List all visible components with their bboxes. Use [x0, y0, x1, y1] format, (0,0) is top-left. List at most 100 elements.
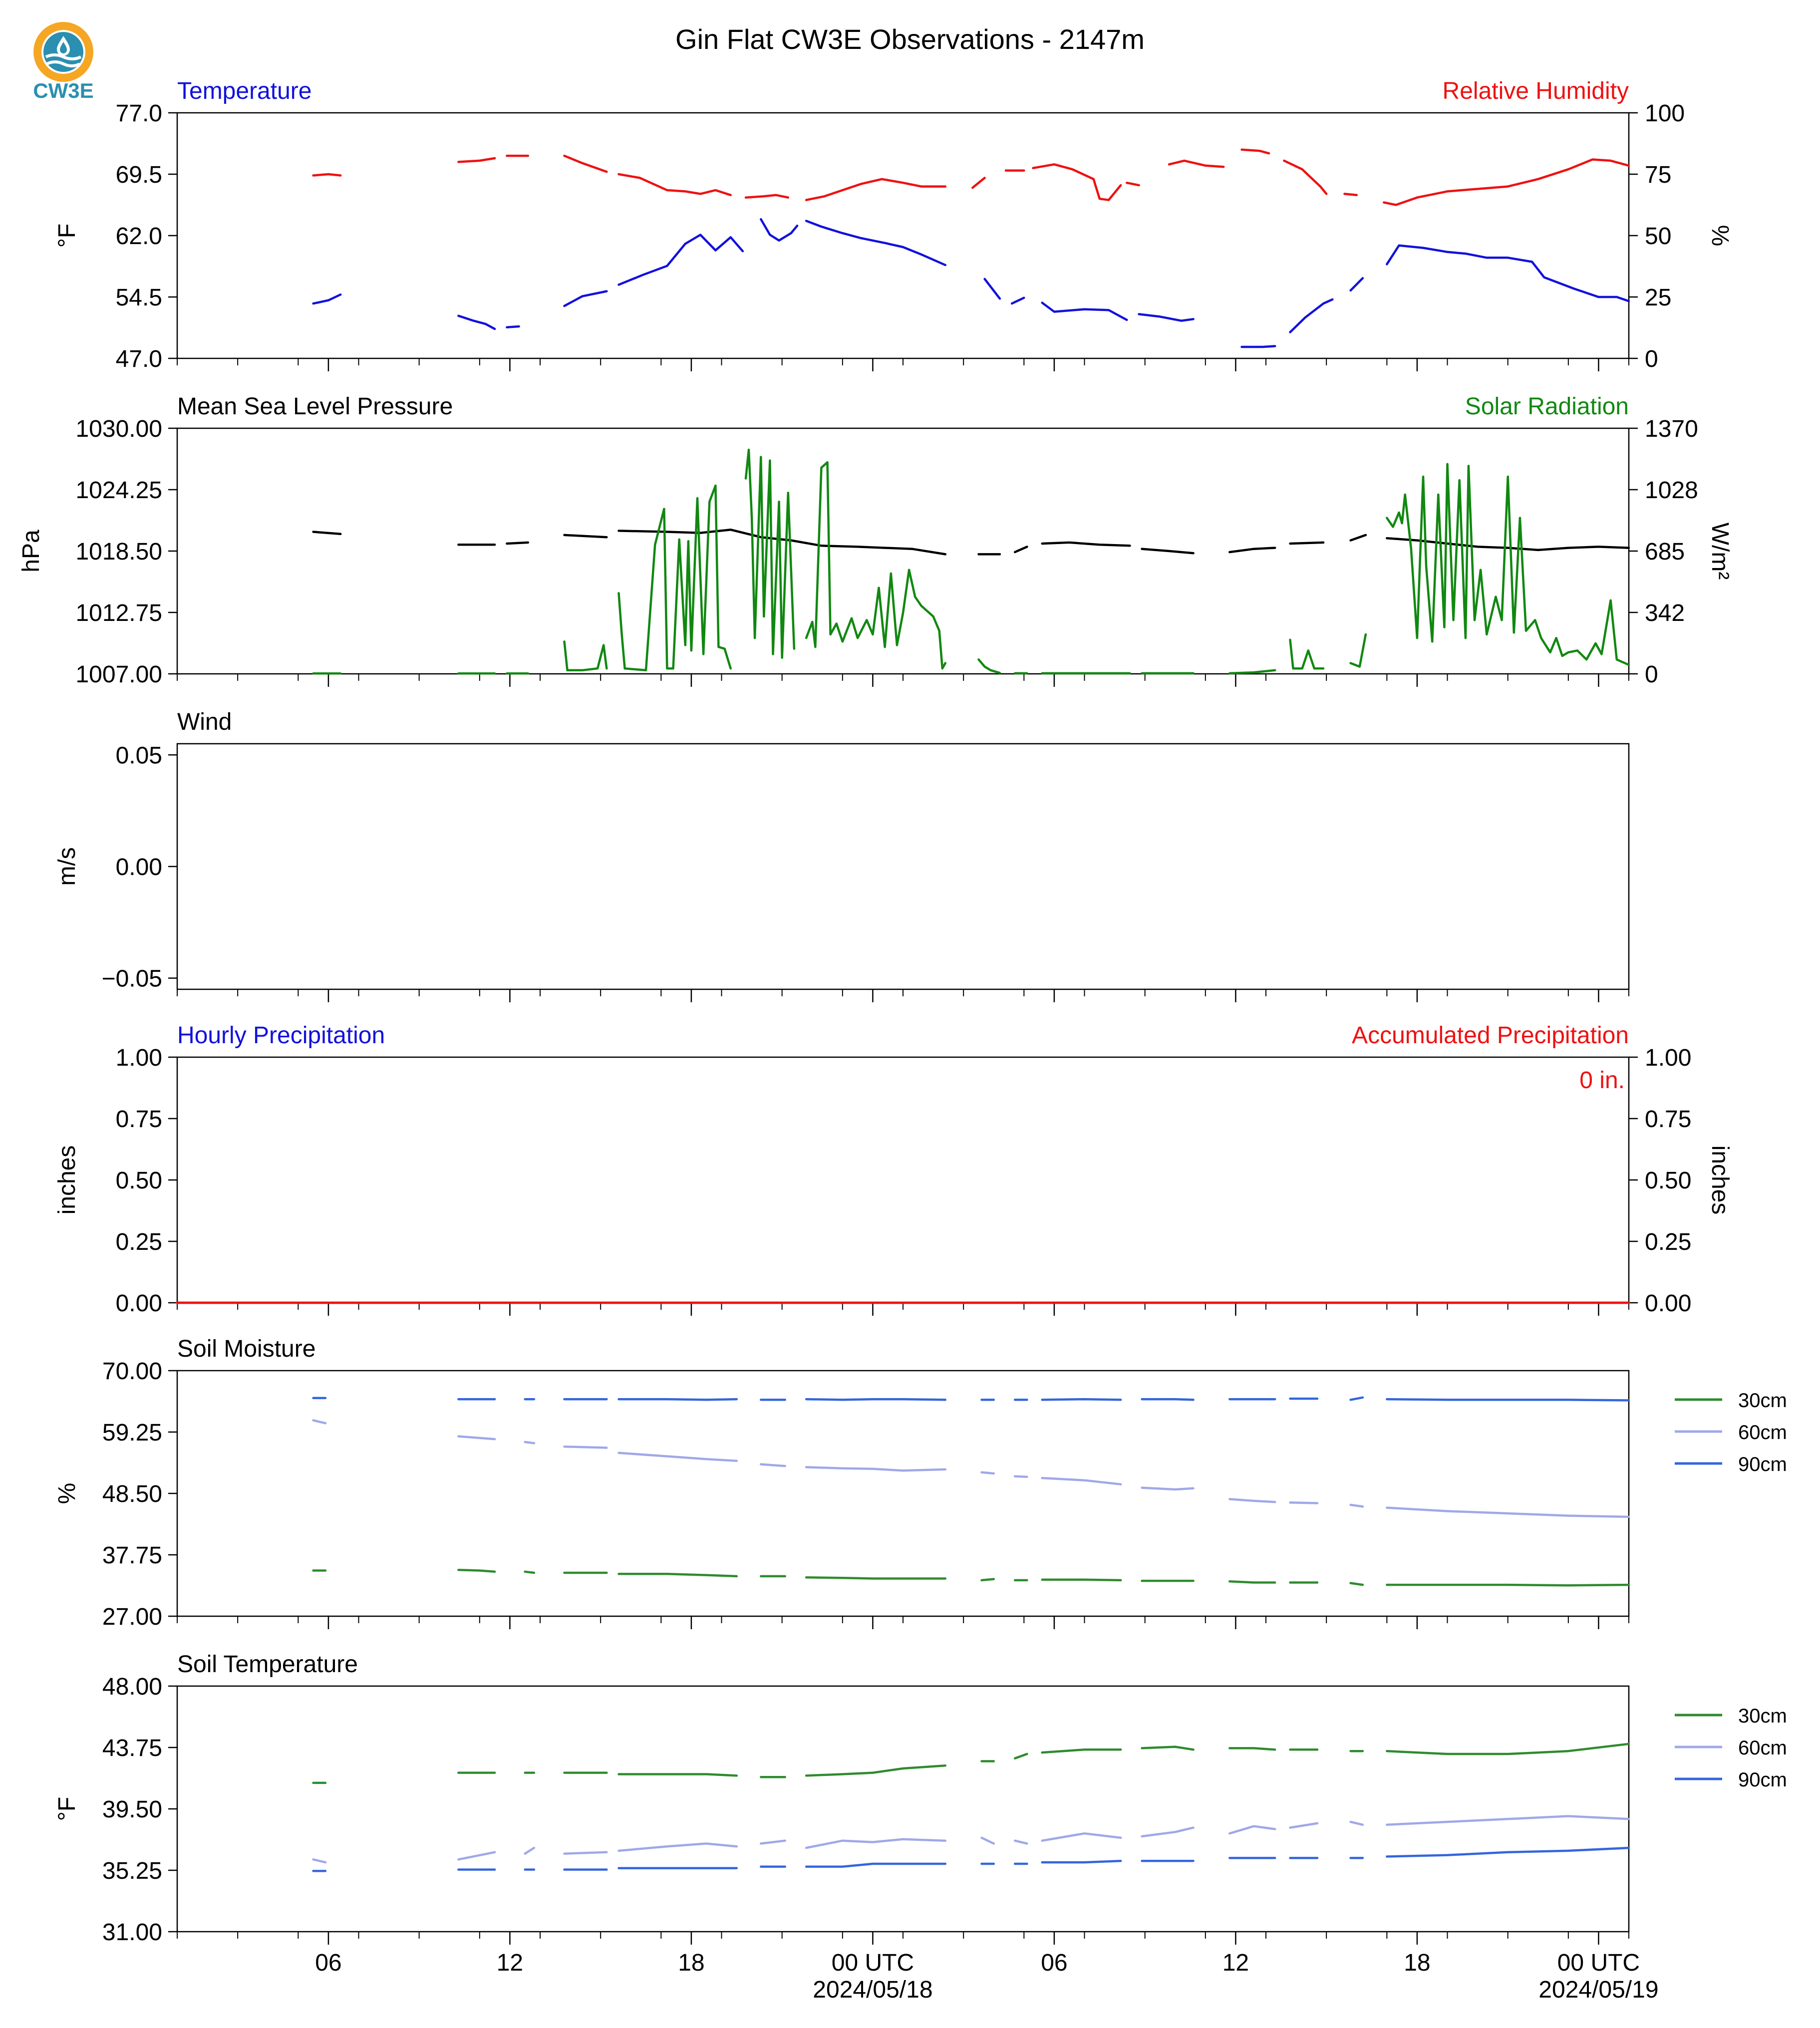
data-line-segment — [1349, 277, 1364, 292]
data-line-segment — [524, 1570, 536, 1574]
data-line-segment — [1349, 1582, 1364, 1586]
legend-label: 30cm — [1738, 1390, 1787, 1412]
plot-frame — [176, 743, 1630, 990]
plot-frame — [176, 1685, 1630, 1933]
x-tick-label: 18 — [678, 1950, 704, 1976]
data-line-segment — [760, 218, 799, 242]
data-line-segment — [744, 194, 790, 199]
panel-temperature: Temperature Relative Humidity 47.0 54.5 62.0… — [54, 78, 1733, 372]
y-tick-label-right: 1028 — [1645, 477, 1698, 504]
data-line-segment — [457, 1435, 496, 1441]
data-line-segment — [1289, 541, 1325, 545]
data-line-segment — [1041, 1859, 1122, 1864]
data-line-segment — [1041, 1748, 1122, 1754]
panel-title: Hourly Precipitation — [177, 1022, 385, 1049]
data-line-segment — [617, 1773, 738, 1777]
x-tick-label: 06 — [315, 1950, 341, 1976]
y-axis-label: °F — [54, 224, 80, 248]
series-60cm — [312, 1419, 1630, 1518]
data-line-segment — [1349, 1820, 1364, 1826]
data-line-segment — [1141, 548, 1195, 555]
data-line-segment — [805, 1862, 947, 1868]
series-90cm — [312, 1846, 1630, 1872]
legend-label: 30cm — [1738, 1705, 1787, 1727]
series-60cm — [312, 1815, 1630, 1864]
y-tick-label-right: 1.00 — [1645, 1045, 1691, 1071]
data-line-segment — [457, 1569, 496, 1573]
data-line-segment — [457, 314, 496, 330]
y-tick-label-right: 1370 — [1645, 416, 1698, 442]
panel-right-title: Accumulated Precipitation — [1352, 1022, 1629, 1049]
data-line-segment — [1141, 1826, 1195, 1838]
y-tick-label: 0.00 — [116, 854, 162, 880]
data-line-segment — [760, 1463, 786, 1467]
data-line-segment — [617, 1842, 738, 1852]
data-line-segment — [1228, 547, 1276, 554]
y-axis-label-right: W/m² — [1707, 523, 1733, 580]
panel-title: Soil Moisture — [177, 1336, 315, 1362]
data-line-segment — [1041, 301, 1128, 321]
y-tick-label: 48.00 — [102, 1674, 162, 1700]
data-line-segment — [805, 1398, 947, 1401]
panels: Temperature Relative Humidity 47.0 54.5 62.0… — [18, 78, 1787, 2003]
data-line-segment — [617, 1398, 738, 1401]
series-temperature — [312, 218, 1630, 348]
y-tick-label: 0.75 — [116, 1106, 162, 1133]
y-tick-label-right: 0.50 — [1645, 1167, 1691, 1194]
x-tick-label: 00 UTC — [1557, 1950, 1640, 1976]
y-tick-label: 35.25 — [102, 1858, 162, 1884]
series-30cm — [312, 1742, 1630, 1784]
data-line-segment — [563, 1851, 608, 1855]
data-line-segment — [1383, 158, 1630, 206]
data-line-segment — [760, 1839, 786, 1845]
data-line-segment — [1138, 313, 1195, 322]
data-line-segment — [563, 534, 608, 539]
data-line-segment — [506, 541, 530, 545]
y-tick-label-right: 100 — [1645, 100, 1685, 127]
data-line-segment — [1013, 1752, 1028, 1759]
y-tick-label: 62.0 — [116, 223, 162, 250]
series-solar-radiation — [312, 448, 1630, 675]
data-line-segment — [1013, 1475, 1028, 1478]
data-line-segment — [563, 154, 608, 173]
y-axis-label-right: inches — [1707, 1146, 1733, 1215]
data-line-segment — [1343, 193, 1358, 197]
y-axis-label-right: % — [1707, 225, 1733, 247]
data-line-segment — [1289, 638, 1325, 670]
y-tick-label: 47.0 — [116, 346, 162, 372]
data-line-segment — [1240, 345, 1276, 348]
panel-right-title: Solar Radiation — [1465, 393, 1629, 420]
x-tick-label: 12 — [497, 1950, 523, 1976]
data-line-segment — [1289, 1501, 1319, 1504]
data-line-segment — [1010, 296, 1025, 305]
panel-mean-sea-level-pressure: Mean Sea Level Pressure Solar Radiation 10… — [18, 393, 1733, 688]
y-tick-label: 70.00 — [102, 1358, 162, 1385]
y-tick-label: 1012.75 — [75, 600, 162, 626]
data-line-segment — [1141, 1398, 1195, 1401]
y-tick-label: 1024.25 — [75, 477, 162, 504]
accumulated-annotation: 0 in. — [1579, 1067, 1625, 1094]
y-tick-label: 54.5 — [116, 285, 162, 311]
x-tick-sublabel: 2024/05/19 — [1538, 1977, 1658, 2003]
y-tick-label: −0.05 — [102, 966, 162, 992]
data-line-segment — [1041, 541, 1131, 547]
y-tick-label: 39.50 — [102, 1796, 162, 1823]
y-tick-label-right: 50 — [1645, 223, 1671, 250]
data-line-segment — [977, 658, 1001, 674]
data-line-segment — [1289, 298, 1334, 333]
plot-frame — [176, 1056, 1630, 1304]
y-tick-label-right: 685 — [1645, 539, 1685, 565]
y-tick-label: 0.00 — [116, 1290, 162, 1317]
data-line-segment — [1349, 534, 1367, 542]
data-line-segment — [980, 1471, 995, 1475]
y-tick-label: 1007.00 — [75, 661, 162, 688]
data-line-segment — [1032, 163, 1122, 201]
y-tick-label-right: 0 — [1645, 661, 1658, 688]
data-line-segment — [617, 1573, 738, 1578]
panel-title: Temperature — [177, 78, 311, 104]
plot-frame — [176, 112, 1630, 359]
data-line-segment — [457, 1851, 496, 1861]
y-tick-label: 27.00 — [102, 1604, 162, 1630]
panel-soil-moisture: Soil Moisture 27.00 37.75 48.50 59.25 70.00% 3… — [54, 1336, 1787, 1630]
data-line-segment — [805, 1764, 947, 1777]
